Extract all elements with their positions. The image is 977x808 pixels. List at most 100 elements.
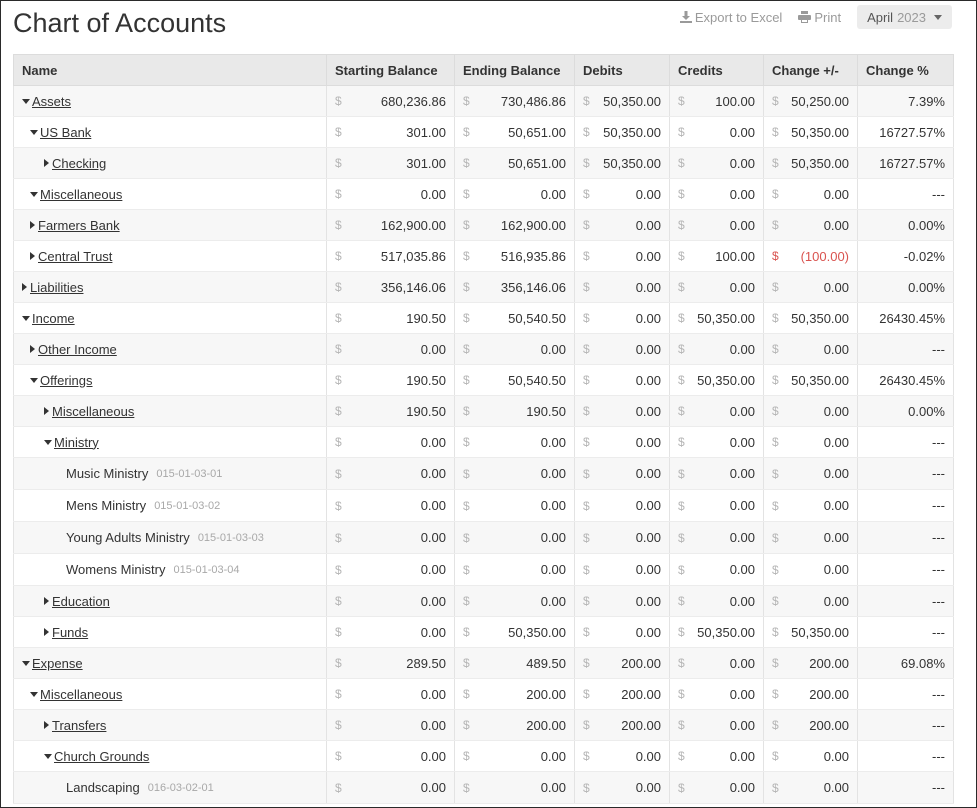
starting-balance-cell: $680,236.86 bbox=[326, 85, 455, 117]
money-value: $0.00 bbox=[335, 625, 446, 640]
column-header-ending-balance[interactable]: Ending Balance bbox=[454, 54, 575, 86]
account-link[interactable]: Assets bbox=[32, 93, 72, 109]
account-link[interactable]: Other Income bbox=[38, 341, 117, 357]
money-value: $0.00 bbox=[772, 530, 849, 545]
account-link[interactable]: Miscellaneous bbox=[40, 186, 123, 202]
currency-symbol: $ bbox=[678, 404, 685, 418]
account-link[interactable]: Funds bbox=[52, 624, 89, 640]
column-header-debits[interactable]: Debits bbox=[574, 54, 670, 86]
money-value: $190.50 bbox=[335, 311, 446, 326]
caret-right-icon[interactable] bbox=[44, 159, 49, 167]
caret-down-icon[interactable] bbox=[22, 98, 30, 104]
credits-amount: 0.00 bbox=[729, 341, 755, 357]
column-header-credits[interactable]: Credits bbox=[669, 54, 764, 86]
caret-down-icon[interactable] bbox=[22, 660, 30, 666]
table-row: US Bank $301.00 $50,651.00 $50,350.00 $0.00 $… bbox=[13, 116, 954, 148]
currency-symbol: $ bbox=[583, 125, 590, 139]
money-value: $0.00 bbox=[463, 498, 566, 513]
column-header-starting-balance[interactable]: Starting Balance bbox=[326, 54, 455, 86]
money-value: $0.00 bbox=[678, 594, 755, 609]
ending-balance-amount: 50,540.50 bbox=[508, 310, 566, 326]
currency-symbol: $ bbox=[772, 94, 779, 108]
account-link[interactable]: Farmers Bank bbox=[38, 217, 120, 233]
money-value: $0.00 bbox=[463, 562, 566, 577]
caret-right-icon[interactable] bbox=[30, 345, 35, 353]
caret-down-icon[interactable] bbox=[30, 377, 38, 383]
account-link[interactable]: Church Grounds bbox=[54, 748, 150, 764]
change-cell: $0.00 bbox=[763, 553, 858, 586]
change-cell: $0.00 bbox=[763, 333, 858, 365]
account-link[interactable]: Offerings bbox=[40, 372, 93, 388]
money-value: $0.00 bbox=[678, 435, 755, 450]
page-title: Chart of Accounts bbox=[13, 8, 227, 38]
account-link[interactable]: Central Trust bbox=[38, 248, 113, 264]
column-header-name[interactable]: Name bbox=[13, 54, 327, 86]
caret-down-icon[interactable] bbox=[44, 753, 52, 759]
caret-right-icon[interactable] bbox=[44, 407, 49, 415]
credits-amount: 0.00 bbox=[729, 717, 755, 733]
account-name: Miscellaneous bbox=[22, 687, 318, 702]
print-button[interactable]: Print bbox=[798, 10, 841, 25]
account-link[interactable]: Miscellaneous bbox=[40, 686, 123, 702]
money-value: $0.00 bbox=[335, 342, 446, 357]
table-row: Transfers $0.00 $200.00 $200.00 $0.00 $200.00… bbox=[13, 709, 954, 741]
table-row: Ministry $0.00 $0.00 $0.00 $0.00 $0.00 --- bbox=[13, 426, 954, 458]
account-link[interactable]: US Bank bbox=[40, 124, 92, 140]
caret-down-icon[interactable] bbox=[44, 439, 52, 445]
money-value: $0.00 bbox=[772, 749, 849, 764]
debits-cell: $0.00 bbox=[574, 302, 670, 334]
money-value: $0.00 bbox=[583, 218, 661, 233]
change-percent-cell: --- bbox=[857, 489, 954, 522]
money-value: $0.00 bbox=[463, 530, 566, 545]
ending-balance-cell: $489.50 bbox=[454, 647, 575, 679]
starting-balance-amount: 0.00 bbox=[420, 686, 446, 702]
starting-balance-amount: 190.50 bbox=[406, 372, 446, 388]
credits-cell: $100.00 bbox=[669, 85, 764, 117]
credits-cell: $0.00 bbox=[669, 147, 764, 179]
credits-cell: $0.00 bbox=[669, 333, 764, 365]
caret-right-icon[interactable] bbox=[30, 221, 35, 229]
credits-cell: $0.00 bbox=[669, 209, 764, 241]
caret-right-icon[interactable] bbox=[30, 252, 35, 260]
account-link[interactable]: Transfers bbox=[52, 717, 107, 733]
currency-symbol: $ bbox=[463, 311, 470, 325]
starting-balance-amount: 0.00 bbox=[420, 593, 446, 609]
column-header-change-percent[interactable]: Change % bbox=[857, 54, 954, 86]
currency-symbol: $ bbox=[583, 373, 590, 387]
caret-right-icon[interactable] bbox=[44, 628, 49, 636]
money-value: $50,350.00 bbox=[583, 94, 661, 109]
account-link[interactable]: Miscellaneous bbox=[52, 403, 135, 419]
change-percent-cell: --- bbox=[857, 457, 954, 490]
caret-down-icon[interactable] bbox=[30, 691, 38, 697]
account-link[interactable]: Income bbox=[32, 310, 75, 326]
money-value: $50,350.00 bbox=[678, 311, 755, 326]
currency-symbol: $ bbox=[772, 687, 779, 701]
account-link[interactable]: Liabilities bbox=[30, 279, 84, 295]
account-link[interactable]: Education bbox=[52, 593, 110, 609]
money-value: $50,350.00 bbox=[583, 156, 661, 171]
currency-symbol: $ bbox=[335, 749, 342, 763]
caret-down-icon[interactable] bbox=[22, 315, 30, 321]
money-value: $0.00 bbox=[583, 562, 661, 577]
caret-right-icon[interactable] bbox=[22, 283, 27, 291]
caret-down-icon[interactable] bbox=[30, 129, 38, 135]
money-value: $200.00 bbox=[463, 687, 566, 702]
account-link[interactable]: Expense bbox=[32, 655, 83, 671]
ending-balance-amount: 516,935.86 bbox=[500, 248, 566, 264]
currency-symbol: $ bbox=[678, 466, 685, 481]
account-link[interactable]: Ministry bbox=[54, 434, 99, 450]
caret-right-icon[interactable] bbox=[44, 597, 49, 605]
credits-amount: 0.00 bbox=[729, 655, 755, 671]
caret-right-icon[interactable] bbox=[44, 721, 49, 729]
export-excel-button[interactable]: Export to Excel bbox=[679, 10, 782, 25]
column-header-change[interactable]: Change +/- bbox=[763, 54, 858, 86]
money-value: $0.00 bbox=[678, 656, 755, 671]
debits-amount: 0.00 bbox=[635, 498, 661, 513]
ending-balance-cell: $356,146.06 bbox=[454, 271, 575, 303]
starting-balance-amount: 0.00 bbox=[420, 780, 446, 795]
debits-cell: $0.00 bbox=[574, 271, 670, 303]
currency-symbol: $ bbox=[335, 656, 342, 670]
caret-down-icon[interactable] bbox=[30, 191, 38, 197]
account-link[interactable]: Checking bbox=[52, 155, 107, 171]
period-dropdown[interactable]: April 2023 bbox=[857, 5, 952, 29]
